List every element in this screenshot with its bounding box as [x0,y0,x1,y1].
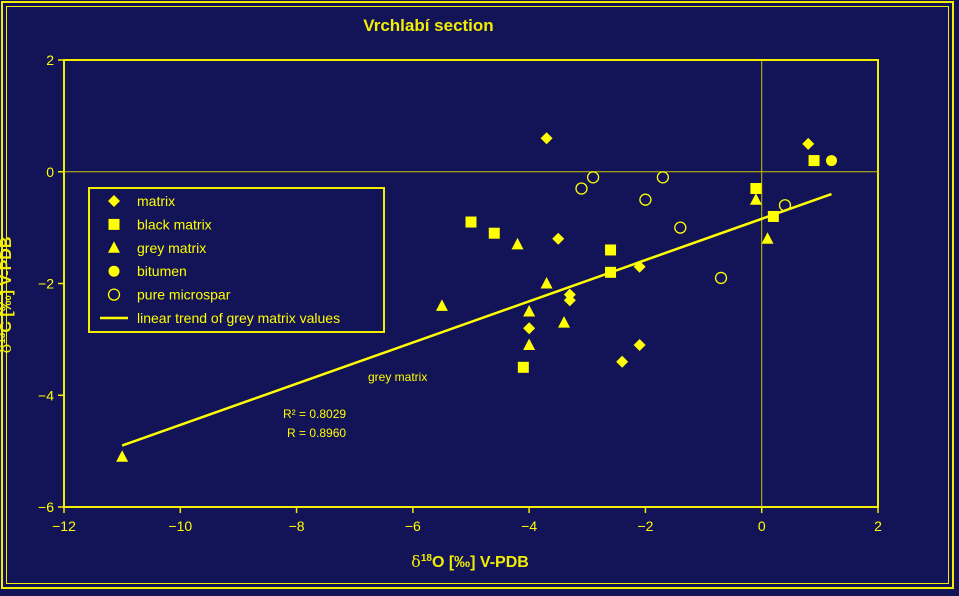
legend-label: pure microspar [137,287,231,303]
legend-marker [108,218,120,230]
matrix-point [633,260,646,273]
legend-label: matrix [137,193,175,209]
pure-microspar-point [575,182,588,195]
matrix-point [523,322,536,335]
grey-matrix-point [540,277,553,289]
pure-microspar-point [656,171,670,184]
x-tick-label: −8 [289,518,305,534]
x-tick-label: 2 [874,518,882,534]
x-tick-label: 0 [758,518,766,534]
matrix-point [616,355,629,368]
x-axis-label-isotope: 18 [420,553,432,564]
y-axis-label-isotope: 13 [0,332,8,344]
y-tick-label: −6 [38,499,54,515]
y-tick-label: −4 [38,387,54,403]
x-tick-label: −2 [637,518,653,534]
legend-label: grey matrix [137,240,206,256]
pure-microspar-point [674,221,687,234]
legend-marker [108,195,120,207]
black-matrix-point [750,183,762,195]
pure-microspar-point [778,199,792,212]
grey-matrix-point [511,237,524,250]
x-axis-label: δ18O [‰] V-PDB [300,552,640,572]
y-tick-label: 2 [46,52,54,68]
x-tick-label: −10 [168,518,192,534]
black-matrix-point [767,210,779,222]
pure-microspar-point [586,171,600,184]
pure-microspar-point [714,271,728,285]
legend-marker [108,265,120,277]
y-axis-label-symbol: δ [0,344,15,354]
matrix-point [633,338,646,351]
legend-label: linear trend of grey matrix values [137,310,340,326]
legend-box [88,187,385,333]
x-tick-label: −6 [405,518,421,534]
x-tick-label: −4 [521,518,537,534]
trendline [121,192,832,447]
x-tick-label: −12 [52,518,76,534]
legend-marker [107,288,121,301]
legend-marker [108,241,120,253]
matrix-point [563,294,576,307]
chart-title: Vrchlabí section [363,16,494,35]
black-matrix-point [465,216,477,228]
matrix-point [552,232,565,245]
r-annotation: R = 0.8960 [287,426,346,440]
y-tick-label: 0 [46,164,54,180]
y-axis-label-text: C [‰] V-PDB [0,236,15,333]
grey-matrix-point [116,450,129,462]
y-tick-label: −2 [38,276,54,292]
black-matrix-point [808,155,820,167]
x-axis-label-text: O [‰] V-PDB [431,554,529,571]
matrix-point [540,132,553,145]
legend-label: bitumen [137,263,187,279]
trendline-annotation: grey matrix [368,370,427,384]
black-matrix-point [488,227,500,239]
black-matrix-point [605,266,617,278]
r-squared-annotation: R² = 0.8029 [283,407,346,421]
pure-microspar-point [639,193,652,206]
black-matrix-point [605,244,617,256]
grey-matrix-point [523,338,536,350]
legend-label: black matrix [137,216,212,232]
y-axis-label: δ13C [‰] V-PDB [0,185,16,405]
grey-matrix-point [523,304,536,317]
grey-matrix-point [749,193,762,205]
grey-matrix-point [761,232,774,244]
matrix-point [802,137,815,150]
grey-matrix-point [558,316,571,328]
x-axis-label-symbol: δ [411,552,421,571]
grey-matrix-point [435,299,448,311]
bitumen-point [825,155,837,167]
black-matrix-point [517,361,529,373]
